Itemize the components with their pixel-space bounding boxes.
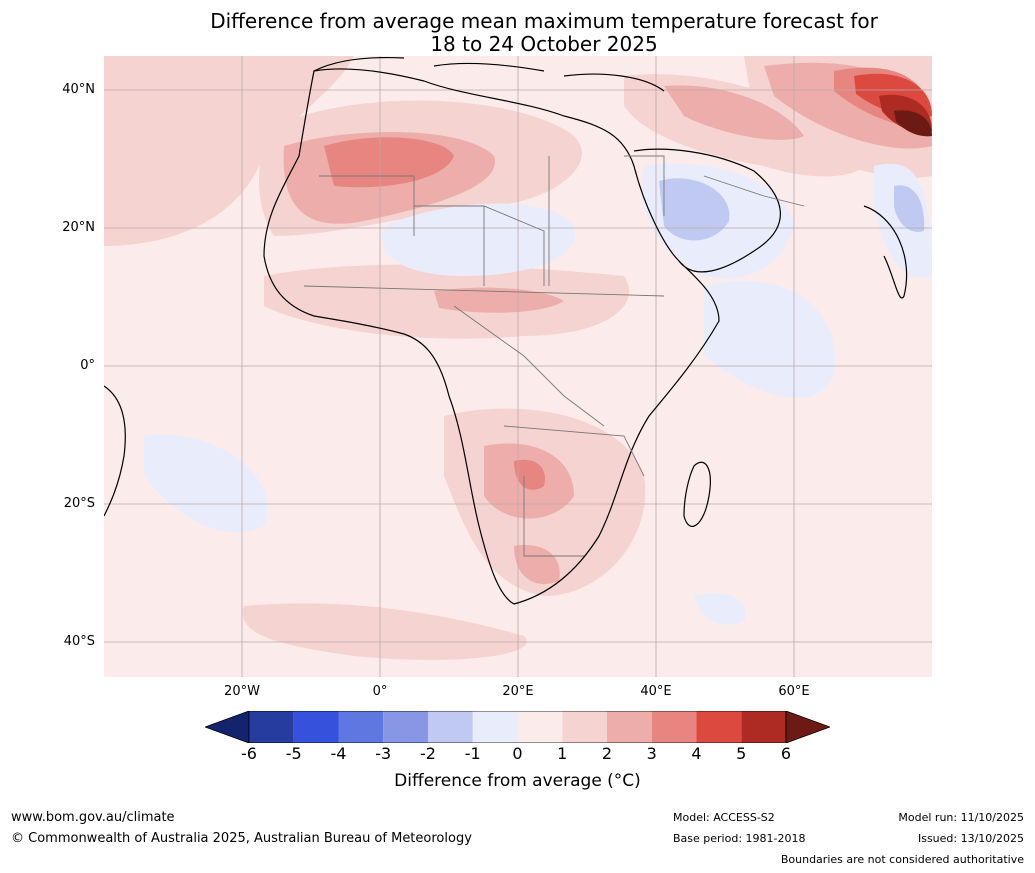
colorbar-swatch xyxy=(607,711,652,743)
anomaly-sahel-2 xyxy=(434,287,564,313)
anomaly-nw-africa-3 xyxy=(324,137,454,188)
lon-label-20e: 20°E xyxy=(502,684,534,699)
country-borders xyxy=(303,155,805,557)
colorbar-swatch xyxy=(741,711,786,743)
lon-label-40e: 40°E xyxy=(640,684,672,699)
colorbar-tick-label: 2 xyxy=(601,744,613,763)
anomaly-south-ocean xyxy=(242,603,527,660)
colorbar-swatch xyxy=(338,711,384,743)
colorbar-swatch xyxy=(383,711,428,743)
anomaly-south-africa-2b xyxy=(514,545,560,585)
arabia-coastline xyxy=(633,148,781,273)
colorbar-tick-label: 4 xyxy=(691,744,702,763)
anomaly-south-africa-3 xyxy=(514,459,545,490)
border-line xyxy=(523,476,584,557)
border-line xyxy=(503,425,645,477)
colorbar-tick-label: 0 xyxy=(512,744,523,763)
border-line xyxy=(414,205,545,286)
lat-label-20n: 20°N xyxy=(62,220,95,235)
colorbar-tick-label: -5 xyxy=(285,744,302,763)
lat-label-0: 0° xyxy=(80,358,95,373)
gridlines xyxy=(104,56,932,677)
colorbar-tick-label: 6 xyxy=(780,744,792,763)
anomaly-north-atlantic xyxy=(104,56,354,246)
colorbar-tick-label: 5 xyxy=(736,744,747,763)
colorbar-tick-label: 1 xyxy=(557,744,568,763)
lat-label-40s: 40°S xyxy=(63,634,95,649)
anomaly-india-cool-core xyxy=(894,185,925,232)
lat-label-20s: 20°S xyxy=(63,496,95,511)
lon-label-20w: 20°W xyxy=(224,684,260,699)
south-america-coastline xyxy=(104,385,126,517)
colorbar-swatch xyxy=(293,711,339,743)
colorbar-tick-label: -1 xyxy=(464,744,481,763)
border-line xyxy=(303,285,665,297)
anomaly-asia-6 xyxy=(894,110,932,137)
footer-disclaimer: Boundaries are not considered authoritat… xyxy=(780,853,1024,866)
border-line xyxy=(624,155,665,216)
title-line-1: Difference from average mean maximum tem… xyxy=(210,9,878,33)
anomaly-sahara-cool xyxy=(382,203,576,276)
colorbar-swatch xyxy=(517,711,563,743)
colorbar-swatch xyxy=(696,711,742,743)
forecast-map xyxy=(104,56,932,677)
border-line xyxy=(703,175,805,207)
colorbar-tick-label: -2 xyxy=(420,744,436,763)
colorbar xyxy=(205,711,830,743)
footer-model: Model: ACCESS-S2 xyxy=(673,811,775,824)
colorbar-swatch xyxy=(651,711,697,743)
madagascar-coastline xyxy=(683,461,711,527)
anomaly-indian-ocean-cool xyxy=(704,280,836,398)
colorbar-arrow-high xyxy=(785,711,830,743)
footer-base-period: Base period: 1981-2018 xyxy=(673,832,806,845)
lat-label-40n: 40°N xyxy=(62,82,95,97)
colorbar-tick-label: -3 xyxy=(375,744,392,763)
anomaly-south-atlantic-cool xyxy=(144,434,268,533)
anomaly-madagascar-cool xyxy=(694,592,746,625)
footer-issued: Issued: 13/10/2025 xyxy=(917,832,1024,845)
border-line xyxy=(319,175,415,236)
map-title: Difference from average mean maximum tem… xyxy=(104,10,984,56)
lon-label-0: 0° xyxy=(372,684,388,699)
title-line-2: 18 to 24 October 2025 xyxy=(430,32,658,56)
footer-url[interactable]: www.bom.gov.au/climate xyxy=(11,810,175,825)
footer-copyright: © Commonwealth of Australia 2025, Austra… xyxy=(11,831,472,846)
colorbar-tick-label: 3 xyxy=(646,744,657,763)
colorbar-label: Difference from average (°C) xyxy=(394,771,641,791)
lon-label-60e: 60°E xyxy=(778,684,810,699)
india-coastline xyxy=(863,205,908,299)
colorbar-swatch xyxy=(562,711,607,743)
colorbar-tick-label: -4 xyxy=(330,744,347,763)
africa-coastline xyxy=(263,68,720,605)
colorbar-swatch xyxy=(428,711,473,743)
anomaly-arabia-cool-core xyxy=(659,178,730,241)
colorbar-arrow-low xyxy=(205,711,250,743)
footer-model-run: Model run: 11/10/2025 xyxy=(898,811,1024,824)
colorbar-swatch xyxy=(249,711,294,743)
colorbar-swatch xyxy=(472,711,518,743)
europe-coastline xyxy=(313,57,665,92)
border-line xyxy=(453,305,605,427)
colorbar-tick-label: -6 xyxy=(241,744,257,763)
coastlines xyxy=(104,57,908,605)
anomaly-east-med-2 xyxy=(664,85,804,140)
